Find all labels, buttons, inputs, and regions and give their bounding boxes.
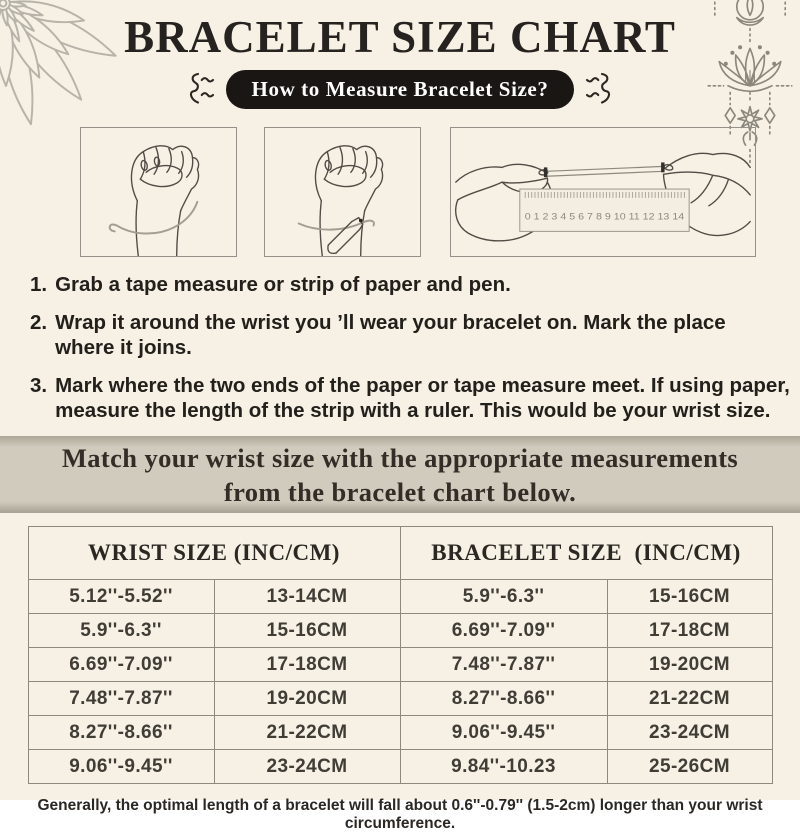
- bracelet-inch-cell: 6.69''-7.09'': [399, 613, 608, 648]
- banner-line-2: from the bracelet chart below.: [223, 476, 577, 507]
- illustration-wrap-tape: [80, 127, 237, 257]
- match-size-banner: Match your wrist size with the appropria…: [0, 436, 800, 513]
- banner-line-1: Match your wrist size with the appropria…: [61, 442, 739, 473]
- bracelet-cm-cell: 23-24CM: [606, 715, 773, 750]
- table-row: 5.12''-5.52'' 13-14CM 5.9''-6.3'' 15-16C…: [27, 579, 773, 614]
- size-table: WRIST SIZE (INC/CM) BRACELET SIZE (INC/C…: [27, 526, 773, 784]
- bracelet-cm-cell: 25-26CM: [606, 749, 773, 784]
- illustration-row: 0 1 2 3 4 5 6 7 8 9 10 11 12 13 14: [0, 127, 800, 257]
- wrist-cm-cell: 21-22CM: [213, 715, 401, 750]
- wrist-inch-cell: 9.06''-9.45'': [27, 749, 215, 784]
- illustration-measure-ruler: 0 1 2 3 4 5 6 7 8 9 10 11 12 13 14: [450, 127, 756, 257]
- bracelet-size-header: BRACELET SIZE (INC/CM): [399, 526, 773, 580]
- wrist-cm-cell: 15-16CM: [213, 613, 401, 648]
- wrist-size-header: WRIST SIZE (INC/CM): [27, 526, 401, 580]
- step-2-number: 2.: [30, 311, 48, 334]
- step-1-number: 1.: [30, 273, 48, 296]
- step-1-text: Grab a tape measure or strip of paper an…: [55, 273, 511, 296]
- bracelet-cm-cell: 19-20CM: [606, 647, 773, 682]
- wrist-inch-cell: 5.9''-6.3'': [27, 613, 215, 648]
- bracelet-cm-cell: 15-16CM: [606, 579, 773, 614]
- wrist-inch-cell: 6.69''-7.09'': [27, 647, 215, 682]
- wrist-cm-cell: 19-20CM: [213, 681, 401, 716]
- footnote: Generally, the optimal length of a brace…: [37, 797, 763, 832]
- how-to-measure-badge-row: How to Measure Bracelet Size?: [0, 68, 800, 110]
- bracelet-inch-cell: 5.9''-6.3'': [399, 579, 608, 614]
- hands-ruler-drawing: 0 1 2 3 4 5 6 7 8 9 10 11 12 13 14: [455, 152, 751, 242]
- flourish-right-icon: [586, 72, 611, 104]
- step-2-text: Wrap it around the wrist you ’ll wear yo…: [55, 311, 726, 359]
- bracelet-inch-cell: 9.06''-9.45'': [399, 715, 608, 750]
- table-row: 5.9''-6.3'' 15-16CM 6.69''-7.09'' 17-18C…: [27, 613, 773, 648]
- table-row: 8.27''-8.66'' 21-22CM 9.06''-9.45'' 23-2…: [27, 715, 773, 750]
- ruler-numbers: 0 1 2 3 4 5 6 7 8 9 10 11 12 13 14: [525, 212, 685, 222]
- wrist-cm-cell: 23-24CM: [213, 749, 401, 784]
- step-2: 2. Wrap it around the wrist you ’ll wear…: [30, 310, 800, 360]
- wrist-inch-cell: 8.27''-8.66'': [27, 715, 215, 750]
- wrist-cm-cell: 13-14CM: [213, 579, 401, 614]
- section-badge: How to Measure Bracelet Size?: [225, 69, 575, 109]
- bracelet-cm-cell: 21-22CM: [606, 681, 773, 716]
- flourish-left-icon: [189, 72, 214, 104]
- bracelet-inch-cell: 9.84''-10.23: [399, 749, 608, 784]
- table-row: 9.06''-9.45'' 23-24CM 9.84''-10.23 25-26…: [27, 749, 773, 784]
- step-3-text: Mark where the two ends of the paper or …: [55, 374, 790, 422]
- table-row: 7.48''-7.87'' 19-20CM 8.27''-8.66'' 21-2…: [27, 681, 773, 716]
- instruction-steps: 1. Grab a tape measure or strip of paper…: [30, 272, 800, 423]
- step-3: 3. Mark where the two ends of the paper …: [30, 373, 800, 423]
- wrist-cm-cell: 17-18CM: [213, 647, 401, 682]
- bracelet-cm-cell: 17-18CM: [606, 613, 773, 648]
- hand-tape-drawing: [108, 145, 200, 257]
- step-3-number: 3.: [30, 374, 48, 397]
- bracelet-inch-cell: 7.48''-7.87'': [399, 647, 608, 682]
- table-row: 6.69''-7.09'' 17-18CM 7.48''-7.87'' 19-2…: [27, 647, 773, 682]
- wrist-inch-cell: 7.48''-7.87'': [27, 681, 215, 716]
- size-table-header-row: WRIST SIZE (INC/CM) BRACELET SIZE (INC/C…: [27, 526, 773, 580]
- step-1: 1. Grab a tape measure or strip of paper…: [30, 272, 800, 297]
- wrist-inch-cell: 5.12''-5.52'': [27, 579, 215, 614]
- page-title: BRACELET SIZE CHART: [124, 12, 676, 62]
- hand-pen-drawing: [297, 145, 384, 257]
- illustration-mark-pen: [264, 127, 421, 257]
- bracelet-inch-cell: 8.27''-8.66'': [399, 681, 608, 716]
